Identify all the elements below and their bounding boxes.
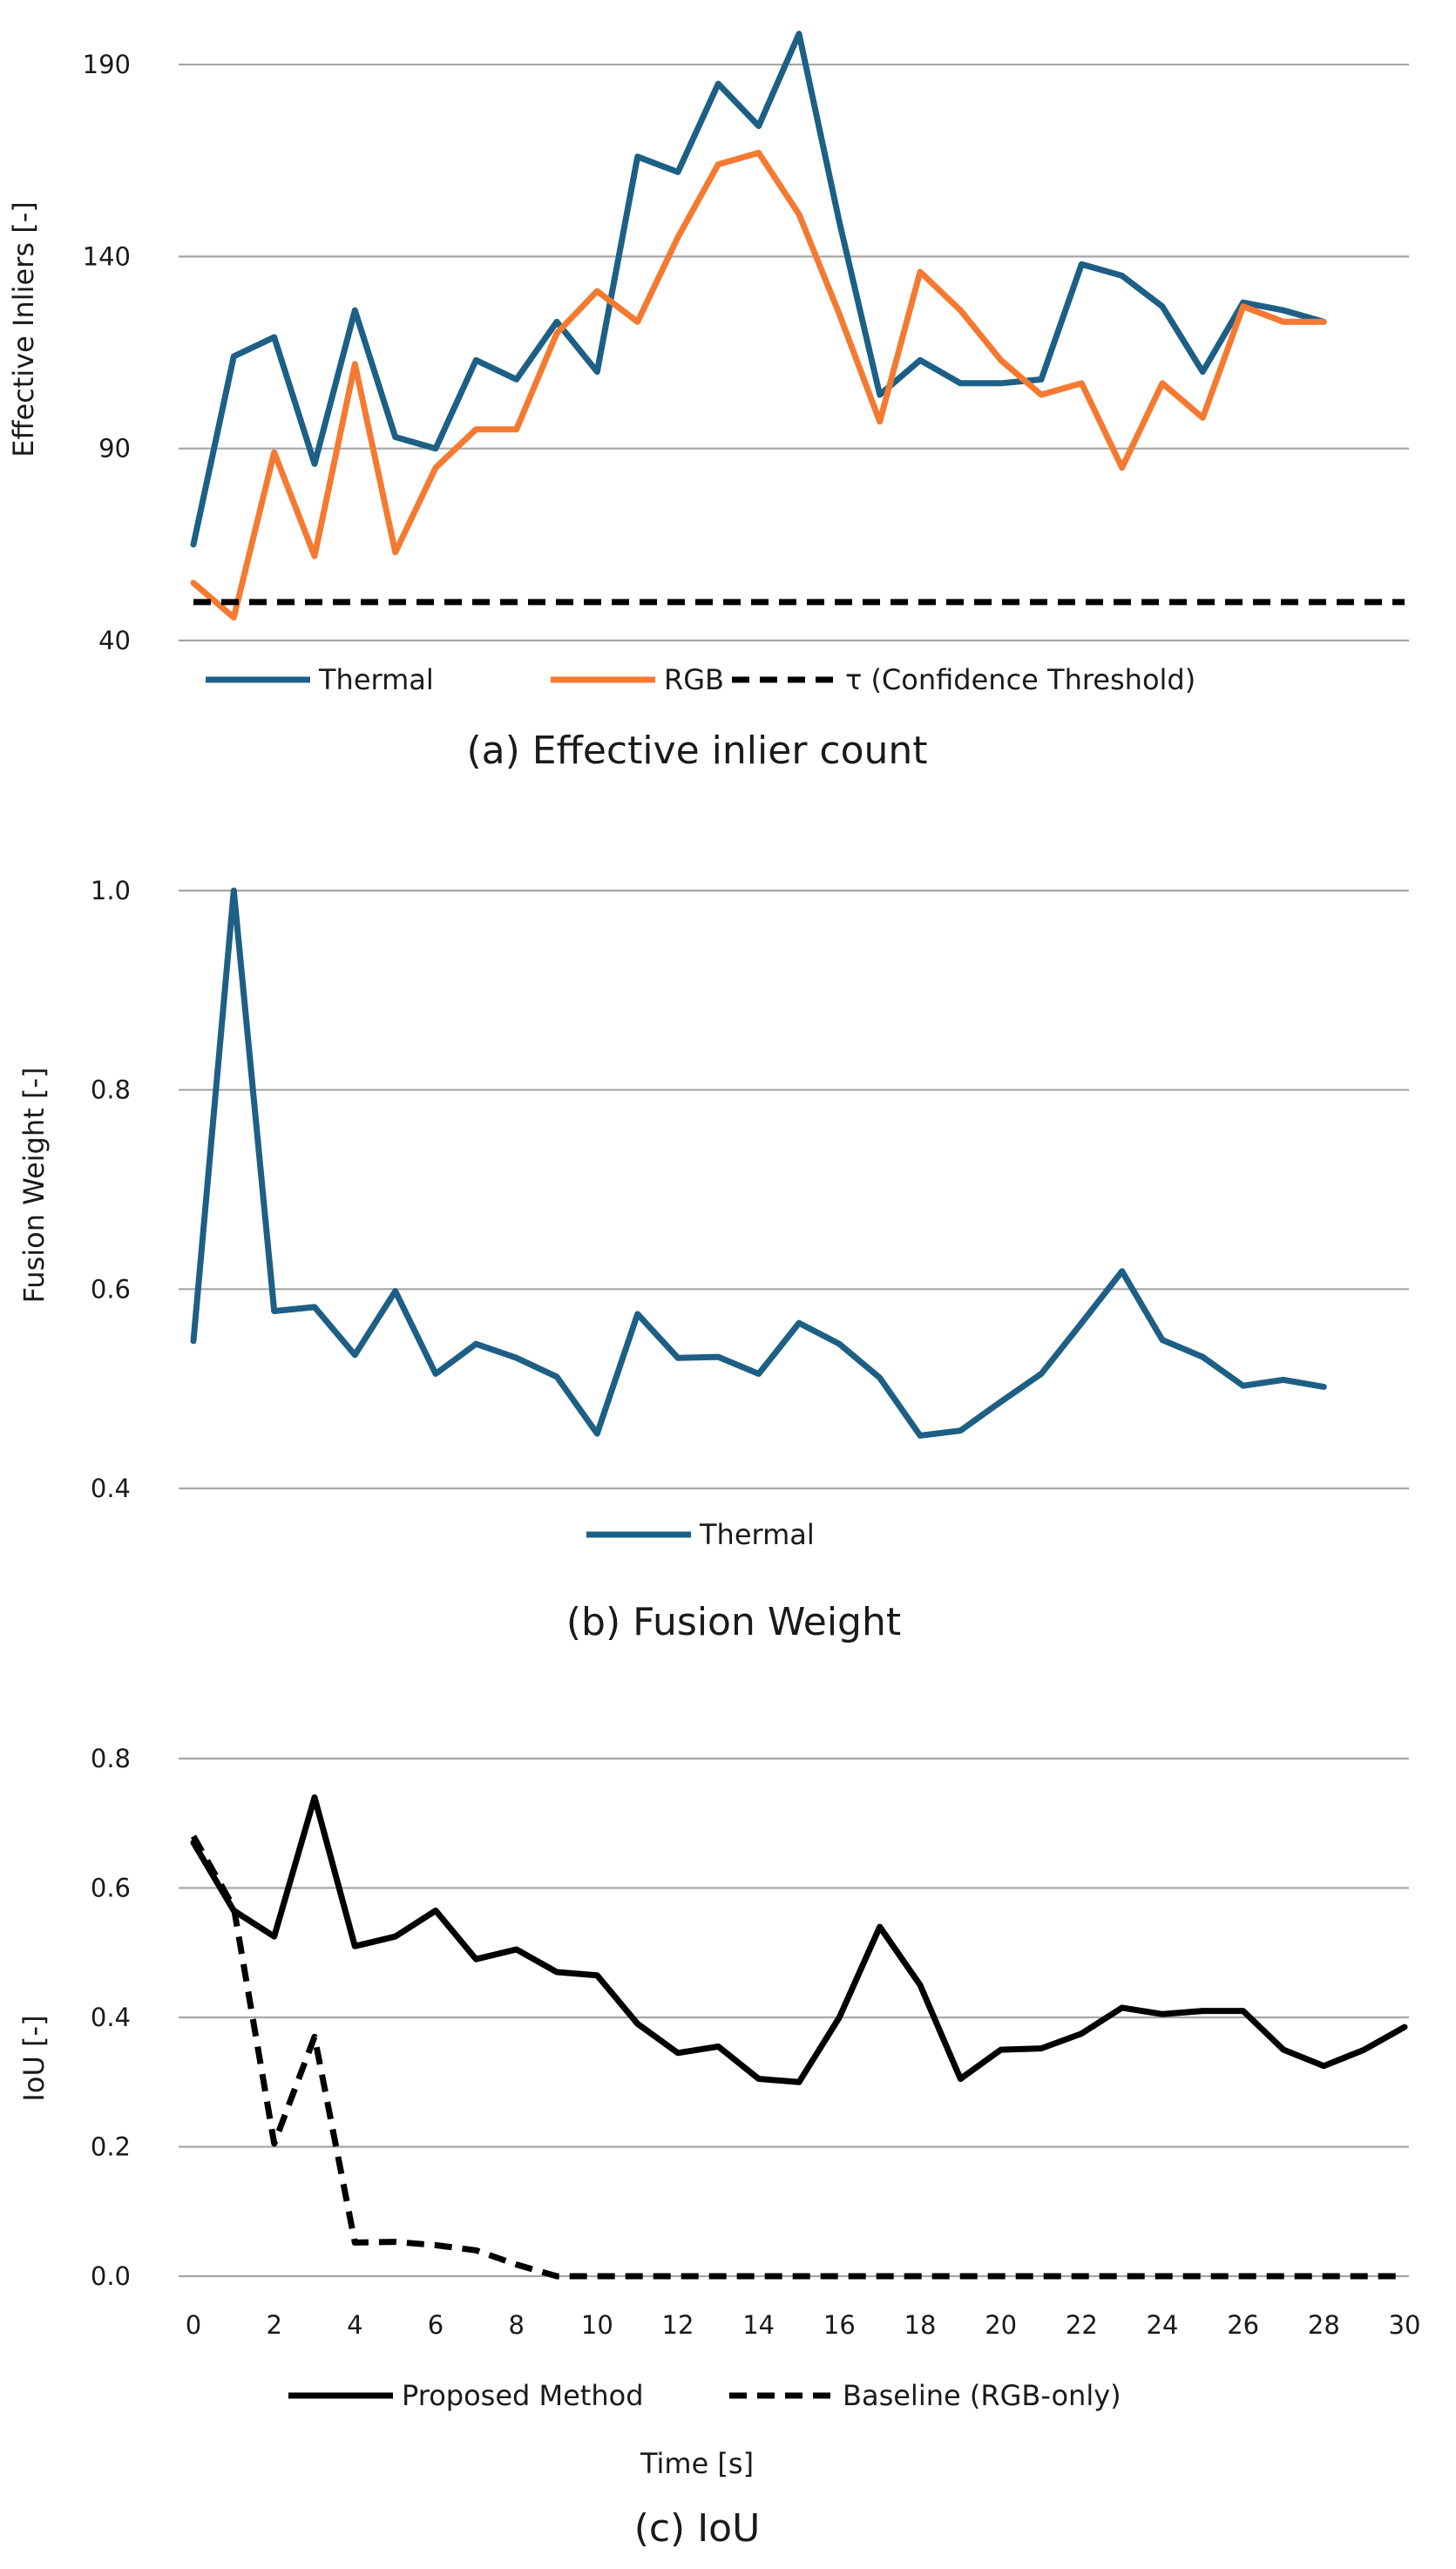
xtick-c-24: 24 — [1147, 2310, 1179, 2340]
xtick-c-20: 20 — [985, 2310, 1017, 2340]
ytick-c-0-6: 0.6 — [91, 1874, 131, 1903]
legend-label-c-baseline-rgb-only: Baseline (RGB-only) — [843, 2379, 1121, 2412]
caption-c: (c) IoU — [634, 2506, 761, 2551]
ytick-b-0-4: 0.4 — [91, 1474, 131, 1503]
ytick-a-190: 190 — [83, 50, 131, 79]
ytick-a-90: 90 — [98, 434, 131, 464]
xtick-c-28: 28 — [1308, 2310, 1340, 2340]
legend-label-a-confidence-threshold: τ (Confidence Threshold) — [845, 663, 1195, 696]
ylabel-a: Effective Inliers [-] — [7, 201, 40, 457]
caption-b: (b) Fusion Weight — [566, 1600, 901, 1644]
xtick-c-26: 26 — [1227, 2310, 1259, 2340]
ytick-b-0-8: 0.8 — [91, 1075, 131, 1105]
ytick-b-0-6: 0.6 — [91, 1274, 131, 1304]
xtick-c-8: 8 — [508, 2310, 524, 2340]
chart-panel-c: 0.00.20.40.60.8 0 2 4 6 8 10 12 14 16 18 20 22 24 26 2… — [17, 1744, 1420, 2551]
legend-label-b-thermal: Thermal — [699, 1518, 815, 1551]
ytick-c-0-0: 0.0 — [91, 2261, 131, 2291]
xtick-c-10: 10 — [581, 2310, 613, 2340]
ytick-a-140: 140 — [83, 241, 131, 271]
xtick-c-30: 30 — [1389, 2310, 1421, 2340]
series-line-c-proposed-method — [190, 1794, 1408, 2085]
series-line-a-thermal — [190, 31, 1327, 548]
ytick-c-0-8: 0.8 — [91, 1744, 131, 1773]
xlabel-c: Time [s] — [640, 2447, 754, 2480]
ytick-a-40: 40 — [98, 626, 131, 655]
legend-label-c-proposed-method: Proposed Method — [402, 2379, 644, 2412]
xtick-c-6: 6 — [428, 2310, 444, 2340]
xtick-c-18: 18 — [904, 2310, 937, 2340]
xtick-c-2: 2 — [266, 2310, 281, 2340]
series-line-c-baseline-rgb-only — [190, 1834, 1405, 2280]
series-line-b-thermal — [190, 887, 1327, 1439]
xtick-c-16: 16 — [823, 2310, 856, 2340]
chart-panel-a: 40 90 140 190 Effective Inliers [-] Thermal… — [7, 31, 1409, 773]
caption-a: (a) Effective inlier count — [466, 729, 927, 773]
legend-c: Proposed Method Baseline (RGB-only) — [288, 2379, 1121, 2412]
ytick-c-0-2: 0.2 — [91, 2132, 131, 2162]
ytick-b-1-0: 1.0 — [91, 876, 131, 905]
xtick-c-22: 22 — [1066, 2310, 1098, 2340]
xtick-c-4: 4 — [347, 2310, 362, 2340]
ylabel-b: Fusion Weight [-] — [17, 1068, 51, 1304]
xtick-c-12: 12 — [662, 2310, 694, 2340]
series-line-a-rgb — [190, 149, 1327, 621]
legend-label-a-rgb: RGB — [664, 663, 724, 696]
chart-panel-b: 0.4 0.6 0.8 1.0 Fusion Weight [-] Thermal (… — [17, 876, 1409, 1644]
xtick-c-0: 0 — [186, 2310, 201, 2340]
legend-label-a-thermal: Thermal — [318, 663, 434, 696]
xtick-c-14: 14 — [742, 2310, 775, 2340]
legend-b: Thermal — [586, 1518, 815, 1551]
legend-a: Thermal RGB τ (Confidence Threshold) — [206, 663, 1195, 696]
ylabel-c: IoU [-] — [17, 2015, 51, 2101]
ytick-c-0-4: 0.4 — [91, 2003, 131, 2032]
